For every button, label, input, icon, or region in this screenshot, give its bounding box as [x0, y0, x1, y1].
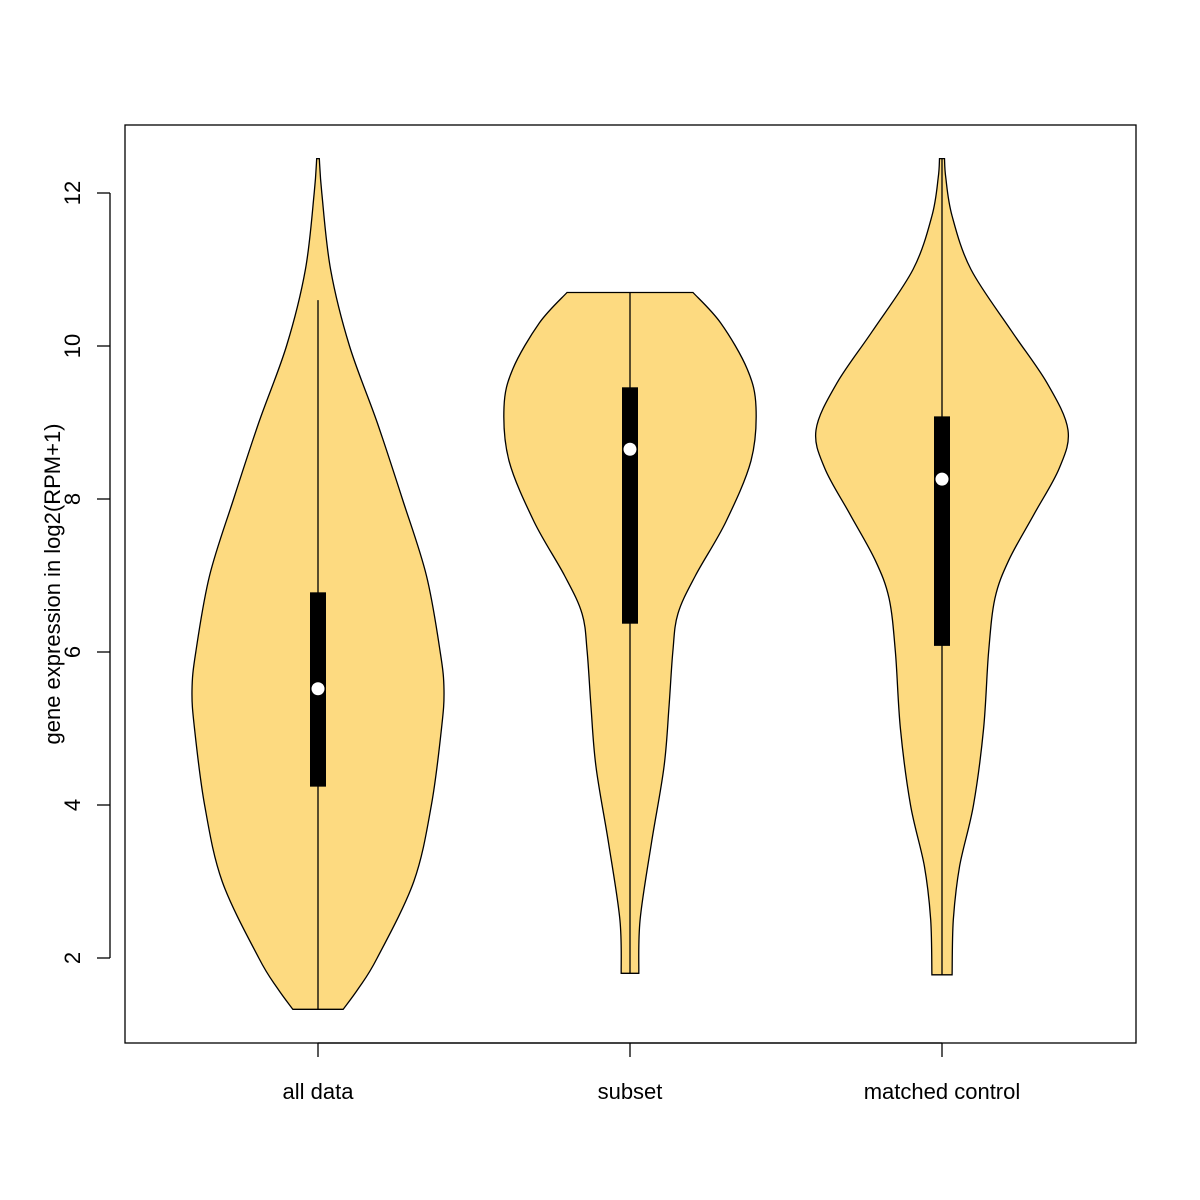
- violin-2: [503, 291, 757, 974]
- y-tick-label: 2: [60, 952, 85, 964]
- y-axis: 2 4 6 8 10 12: [60, 181, 111, 964]
- violin-3: [814, 157, 1070, 976]
- y-tick-label: 6: [60, 646, 85, 658]
- median-point: [623, 442, 637, 456]
- iqr-box: [622, 387, 638, 624]
- x-category-label: all data: [283, 1079, 355, 1104]
- y-tick-label: 4: [60, 799, 85, 811]
- y-tick-label: 12: [60, 181, 85, 205]
- x-category-label: subset: [598, 1079, 663, 1104]
- iqr-box: [934, 416, 950, 646]
- x-axis: all data subset matched control: [283, 1042, 1021, 1104]
- y-axis-title: gene expression in log2(RPM+1): [40, 423, 65, 744]
- x-category-label: matched control: [864, 1079, 1021, 1104]
- y-tick-label: 8: [60, 493, 85, 505]
- median-point: [311, 682, 325, 696]
- median-point: [935, 472, 949, 486]
- violin-1: [191, 157, 445, 1010]
- y-tick-label: 10: [60, 334, 85, 358]
- violins-layer: [191, 157, 1070, 1010]
